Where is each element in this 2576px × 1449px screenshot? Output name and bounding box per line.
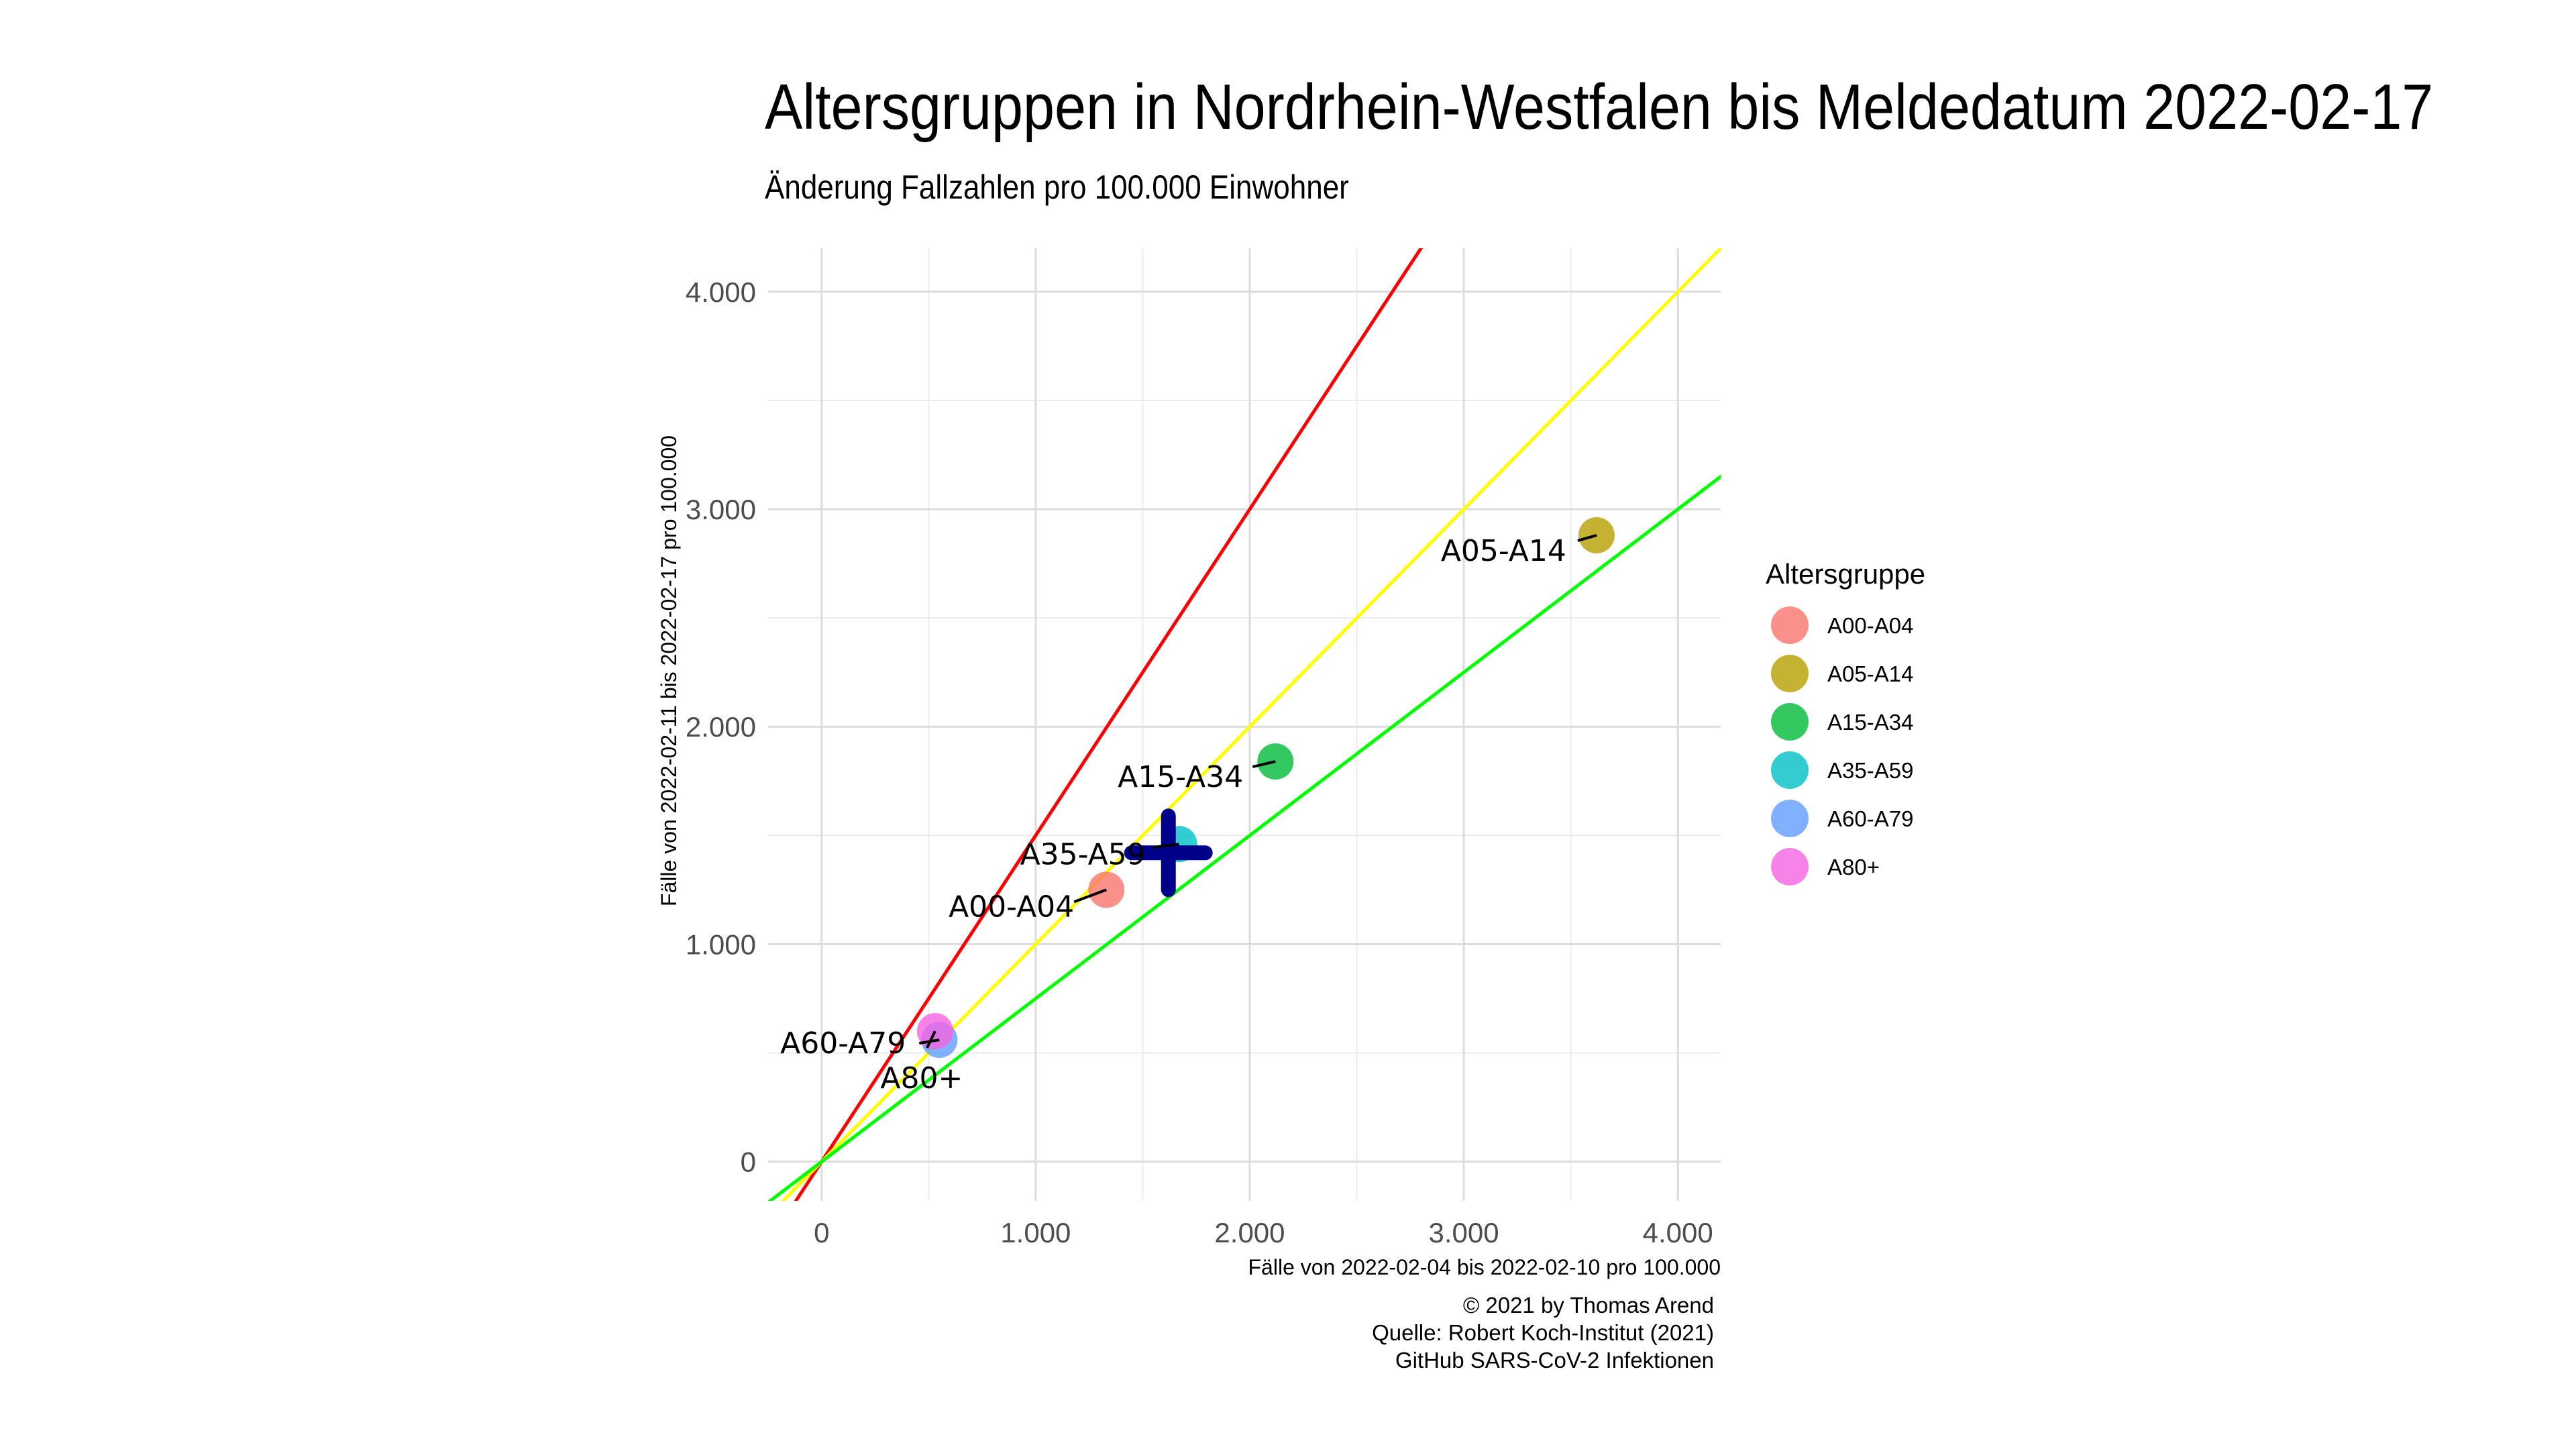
legend-label: A00-A04 <box>1827 613 1913 638</box>
caption: © 2021 by Thomas Arend Quelle: Robert Ko… <box>1372 1291 1714 1374</box>
data-label: A80+ <box>880 1061 963 1095</box>
data-label: A05-A14 <box>1441 534 1566 568</box>
label-leader-line <box>1577 534 1597 542</box>
reference-line <box>794 248 1424 1201</box>
label-leader-line <box>1252 760 1276 769</box>
legend-label: A80+ <box>1827 855 1880 879</box>
chart-title: Altersgruppen in Nordrhein-Westfalen bis… <box>765 71 2434 143</box>
label-leader-line <box>926 1030 936 1049</box>
legend-label: A05-A14 <box>1827 661 1913 686</box>
legend-label: A35-A59 <box>1827 758 1913 783</box>
x-tick-label: 3.000 <box>1429 1217 1499 1248</box>
y-tick-label: 2.000 <box>686 711 756 743</box>
legend-key <box>1771 751 1809 789</box>
legend-key <box>1771 703 1809 741</box>
data-label: A15-A34 <box>1118 760 1243 794</box>
legend-label: A15-A34 <box>1827 710 1913 735</box>
y-tick-label: 1.000 <box>686 928 756 960</box>
caption-line: GitHub SARS-CoV-2 Infektionen <box>1395 1348 1714 1373</box>
data-label: A60-A79 <box>780 1026 906 1061</box>
data-label: A00-A04 <box>949 890 1074 924</box>
chart-subtitle: Änderung Fallzahlen pro 100.000 Einwohne… <box>765 168 1349 206</box>
caption-line: Quelle: Robert Koch-Institut (2021) <box>1372 1320 1714 1345</box>
y-tick-label: 4.000 <box>686 276 756 308</box>
x-axis-label: Fälle von 2022-02-04 bis 2022-02-10 pro … <box>1248 1255 1721 1279</box>
legend-key <box>1771 655 1809 692</box>
legend-key <box>1771 800 1809 837</box>
label-leader-line <box>1152 843 1179 849</box>
legend-key <box>1771 848 1809 885</box>
caption-line: © 2021 by Thomas Arend <box>1462 1293 1714 1318</box>
y-axis-label: Fälle von 2022-02-11 bis 2022-02-17 pro … <box>657 435 681 906</box>
reference-lines <box>768 248 1721 1201</box>
reference-line <box>768 474 1721 1201</box>
legend-label: A60-A79 <box>1827 806 1913 831</box>
y-tick-label: 0 <box>741 1146 756 1178</box>
x-tick-label: 1.000 <box>1000 1217 1071 1248</box>
x-tick-label: 4.000 <box>1643 1217 1713 1248</box>
y-tick-label: 3.000 <box>686 494 756 525</box>
x-tick-label: 0 <box>814 1217 829 1248</box>
data-label: A35-A59 <box>1020 837 1146 871</box>
label-leader-line <box>1073 888 1107 904</box>
x-tick-label: 2.000 <box>1214 1217 1285 1248</box>
legend-title: Altersgruppe <box>1766 558 1925 590</box>
legend-key <box>1771 606 1809 644</box>
reference-line <box>780 248 1721 1201</box>
